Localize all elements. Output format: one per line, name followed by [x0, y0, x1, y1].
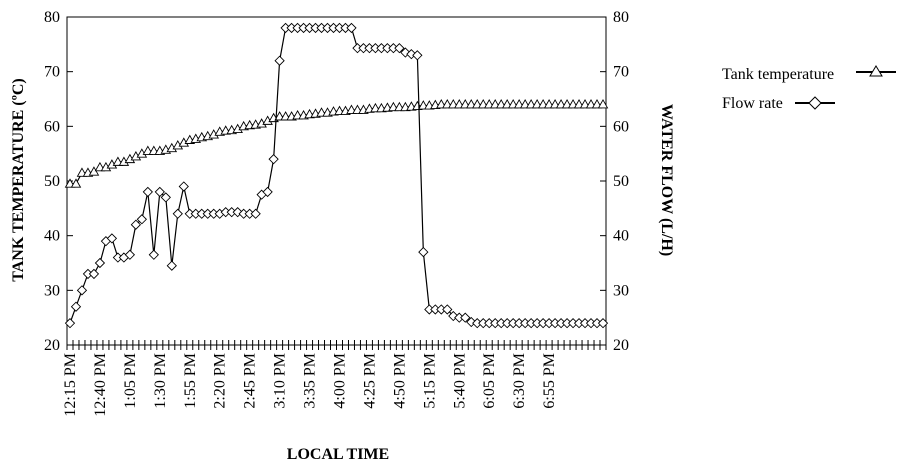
x-tick-label: 12:15 PM	[62, 353, 79, 417]
series-line-flow-rate	[69, 27, 604, 324]
data-point-flow-rate	[442, 304, 453, 315]
legend-label-flow-rate: Flow rate	[722, 95, 783, 112]
x-axis: 12:15 PM 12:40 PM 1:05 PM 1:30 PM 1:55 PM 2:2…	[62, 340, 607, 417]
x-tick-label: 4:50 PM	[391, 353, 408, 409]
data-point-flow-rate	[106, 233, 118, 244]
right-y-tick-label: 60	[613, 118, 629, 135]
x-tick-label: 5:15 PM	[421, 353, 438, 409]
left-y-tick-label: 30	[44, 282, 60, 299]
right-y-tick-label: 40	[613, 228, 629, 245]
data-point-flow-rate	[597, 317, 609, 329]
data-point-flow-rate	[160, 192, 171, 203]
data-point-flow-rate	[250, 208, 261, 219]
data-point-flow-rate	[268, 153, 279, 165]
legend-label-tank-temperature: Tank temperature	[722, 66, 834, 83]
legend-marker-tank-temperature	[856, 65, 896, 77]
data-point-flow-rate	[94, 257, 106, 269]
data-point-flow-rate	[154, 186, 165, 198]
right-y-tick-label: 30	[613, 282, 629, 299]
right-y-tick-label: 20	[613, 337, 629, 354]
left-y-tick-label: 70	[44, 64, 60, 81]
data-point-tank-temperature	[70, 178, 82, 188]
data-point-flow-rate	[88, 268, 100, 280]
x-tick-label: 2:45 PM	[242, 353, 259, 409]
right-y-tick-label: 50	[613, 173, 629, 190]
left-y-tick-label: 50	[44, 173, 60, 190]
left-y-axis-title: TANK TEMPERATURE (ºC)	[10, 78, 27, 282]
left-y-tick-label: 80	[44, 9, 60, 26]
data-point-tank-temperature	[597, 99, 609, 109]
x-tick-label: 6:05 PM	[481, 353, 498, 409]
data-point-flow-rate	[124, 249, 136, 260]
data-point-flow-rate	[130, 219, 142, 230]
legend: Tank temperature Flow rate	[722, 65, 896, 112]
x-tick-label: 4:00 PM	[331, 353, 348, 409]
x-tick-label: 12:40 PM	[92, 353, 109, 417]
right-y-tick-label: 80	[613, 9, 629, 26]
left-y-tick-label: 40	[44, 228, 60, 245]
right-y-axis-title: WATER FLOW (L/H)	[658, 104, 675, 256]
series-line-tank-temperature	[69, 103, 604, 185]
left-y-tick-label: 20	[44, 337, 60, 354]
x-tick-label: 4:25 PM	[361, 353, 378, 409]
x-tick-label: 6:55 PM	[541, 353, 558, 409]
data-point-flow-rate	[142, 186, 153, 198]
data-point-flow-rate	[346, 22, 357, 34]
data-point-flow-rate	[70, 301, 82, 312]
x-axis-title: LOCAL TIME	[287, 446, 389, 463]
plot-frame	[66, 16, 607, 346]
right-y-axis: 20 30 40 50 60 70 80	[600, 9, 629, 354]
data-point-flow-rate	[136, 214, 147, 225]
data-point-flow-rate	[178, 181, 189, 192]
x-tick-label: 1:55 PM	[182, 353, 199, 409]
data-point-flow-rate	[460, 312, 471, 323]
x-tick-label: 3:35 PM	[302, 353, 319, 409]
left-y-tick-label: 60	[44, 118, 60, 135]
x-tick-label: 1:05 PM	[122, 353, 139, 409]
right-y-tick-label: 70	[613, 64, 629, 81]
data-point-flow-rate	[166, 260, 177, 271]
data-point-flow-rate	[172, 208, 183, 219]
data-point-flow-rate	[76, 285, 88, 296]
data-point-flow-rate	[262, 186, 273, 198]
x-tick-label: 6:30 PM	[511, 353, 528, 409]
data-point-flow-rate	[148, 249, 159, 260]
left-y-axis: 20 30 40 50 60 70 80	[44, 9, 73, 354]
x-tick-label: 1:30 PM	[152, 353, 169, 409]
x-tick-label: 2:20 PM	[212, 353, 229, 409]
data-point-flow-rate	[64, 317, 76, 329]
data-point-flow-rate	[418, 246, 429, 258]
data-point-flow-rate	[394, 43, 405, 54]
series-layer	[64, 22, 609, 329]
data-point-flow-rate	[274, 55, 285, 66]
x-tick-label: 5:40 PM	[451, 353, 468, 409]
legend-marker-flow-rate	[795, 96, 835, 110]
x-tick-label: 3:10 PM	[272, 353, 289, 409]
data-point-flow-rate	[412, 50, 423, 61]
